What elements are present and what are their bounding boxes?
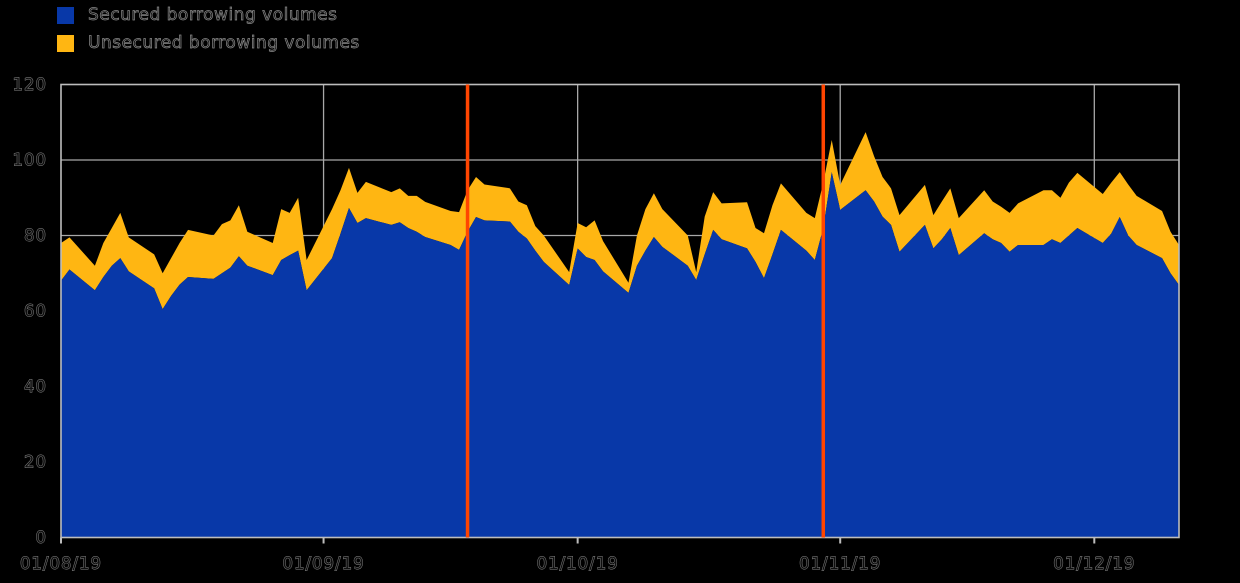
area-unsecured (61, 132, 1179, 310)
plot-frame (60, 83, 1180, 539)
legend-swatch-unsecured (57, 34, 74, 52)
x-tick-label: 01/11/19 (799, 554, 881, 573)
y-tick-label: 60 (24, 302, 47, 321)
y-tick-label: 20 (24, 453, 47, 472)
area-secured (61, 172, 1179, 538)
y-tick-label: 0 (36, 528, 48, 547)
y-tick-label: 80 (24, 226, 47, 245)
chart-legend: Secured borrowing volumes Unsecured borr… (57, 5, 360, 61)
legend-swatch-secured (57, 6, 74, 24)
legend-label-unsecured: Unsecured borrowing volumes (88, 33, 360, 54)
x-tick-label: 01/12/19 (1053, 554, 1135, 573)
y-tick-label: 40 (24, 377, 47, 396)
legend-item-secured: Secured borrowing volumes (57, 5, 360, 25)
legend-label-secured: Secured borrowing volumes (88, 5, 338, 26)
x-tick-label: 01/09/19 (283, 554, 365, 573)
legend-item-unsecured: Unsecured borrowing volumes (57, 33, 360, 53)
x-tick-label: 01/08/19 (20, 554, 102, 573)
x-tick-label: 01/10/19 (537, 554, 619, 573)
y-tick-label: 100 (13, 151, 48, 170)
y-tick-label: 120 (13, 75, 48, 94)
